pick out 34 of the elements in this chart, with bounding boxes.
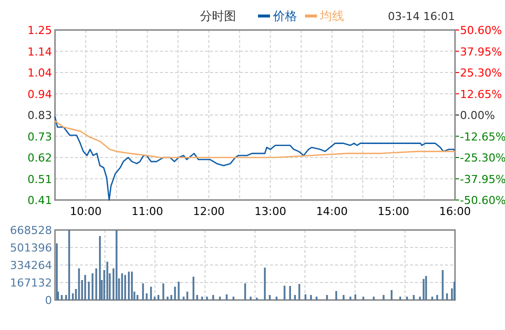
x-tick-label: 14:00 [316, 205, 348, 218]
y2-tick-label: 50.60% [460, 24, 502, 37]
x-tick-label: 11:00 [131, 205, 164, 218]
legend-label: 均线 [319, 9, 344, 23]
y2-tick-label: 37.95% [460, 45, 502, 58]
y2-tick-label: -12.65% [460, 130, 505, 144]
y-tick-label: 0.83 [28, 109, 52, 122]
y-tick-label: 0.94 [28, 88, 52, 101]
y2-tick-label: -37.95% [460, 172, 505, 186]
x-tick-label: 15:00 [378, 205, 410, 218]
y-tick-label: 0.41 [28, 194, 52, 207]
y2-tick-label: 25.30% [460, 66, 502, 80]
legend-label: 价格 [272, 9, 297, 23]
y-tick-label: 501396 [10, 242, 52, 254]
y-tick-label: 0 [45, 294, 52, 307]
y2-tick-label: -50.60% [460, 194, 505, 207]
y-tick-label: 334264 [10, 259, 52, 272]
text: 03-14 16:01 [388, 10, 455, 23]
y-tick-label: 1.25 [28, 24, 52, 37]
y2-tick-label: 12.65% [460, 88, 502, 101]
y-tick-label: 0.51 [28, 172, 52, 186]
y-tick-label: 1.14 [28, 45, 52, 58]
x-tick-label: 12:00 [192, 205, 225, 218]
y-tick-label: 0.73 [28, 130, 52, 144]
y2-tick-label: 0.00% [460, 109, 495, 122]
x-tick-label: 16:00 [439, 205, 471, 218]
chart-title: 分时图 [200, 9, 236, 23]
y-tick-label: 167132 [10, 276, 52, 290]
x-tick-label: 10:00 [70, 205, 102, 218]
y-tick-label: 1.04 [28, 66, 52, 80]
y2-tick-label: -25.30% [460, 152, 505, 164]
y-tick-label: 0.62 [28, 152, 52, 164]
y-tick-label: 668528 [10, 224, 52, 237]
x-tick-label: 13:00 [254, 205, 286, 218]
